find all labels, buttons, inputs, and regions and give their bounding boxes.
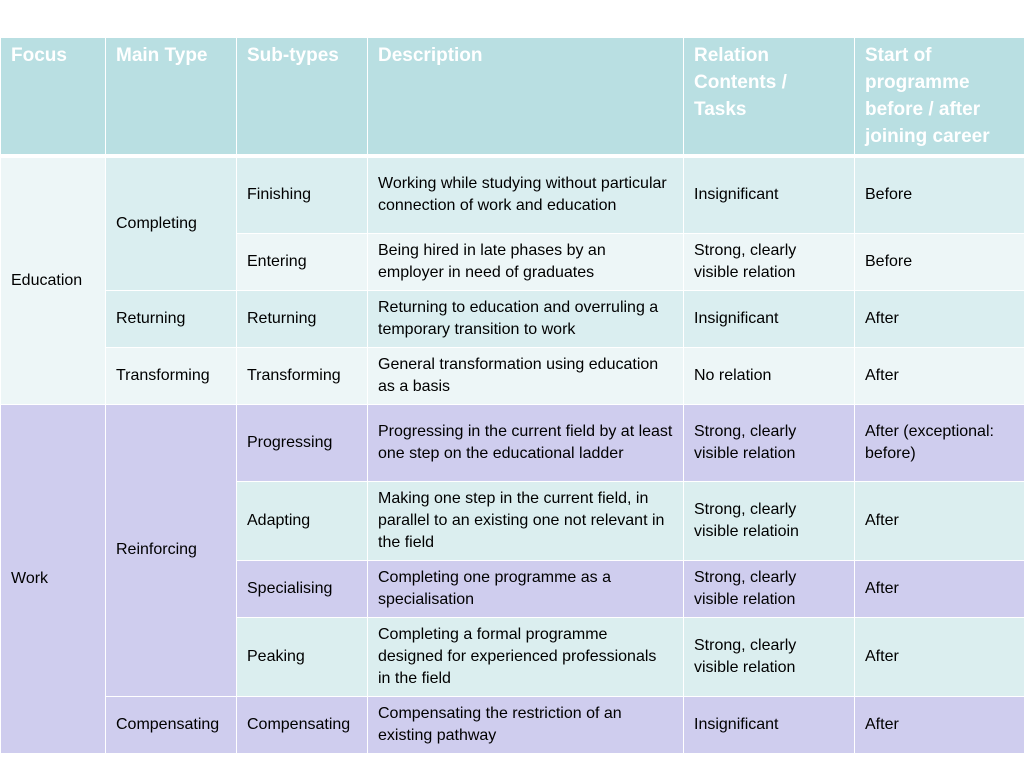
- header-start: Start of programme before / after joinin…: [854, 37, 1024, 158]
- sub-type-cell: Specialising: [236, 559, 368, 618]
- relation-cell: Insignificant: [683, 695, 855, 754]
- start-cell: After (exceptional: before): [854, 403, 1024, 482]
- start-cell: After: [854, 695, 1024, 754]
- relation-cell: Strong, clearly visible relatioin: [683, 480, 855, 561]
- start-cell: Before: [854, 232, 1024, 291]
- relation-cell: No relation: [683, 346, 855, 405]
- table-row: Compensating Compensating Compensating t…: [1, 695, 1024, 754]
- description-cell: Completing a formal programme designed f…: [367, 616, 684, 697]
- header-description: Description: [367, 37, 684, 158]
- table-row: Work Reinforcing Progressing Progressing…: [0, 403, 1024, 754]
- header-sub-types: Sub-types: [236, 37, 368, 158]
- start-cell: After: [854, 346, 1024, 405]
- main-type-cell: Compensating: [105, 695, 237, 754]
- sub-type-cell: Progressing: [236, 403, 368, 482]
- focus-cell: Education: [0, 155, 106, 405]
- relation-cell: Strong, clearly visible relation: [683, 232, 855, 291]
- relation-cell: Strong, clearly visible relation: [683, 559, 855, 618]
- relation-cell: Insignificant: [683, 155, 855, 234]
- description-cell: Returning to education and overruling a …: [367, 289, 684, 348]
- description-cell: Progressing in the current field by at l…: [367, 403, 684, 482]
- table-row: Returning Returning Returning to educati…: [1, 289, 1024, 348]
- sub-type-cell: Peaking: [236, 616, 368, 697]
- sub-type-cell: Transforming: [236, 346, 368, 405]
- description-cell: General transformation using education a…: [367, 346, 684, 405]
- relation-cell: Insignificant: [683, 289, 855, 348]
- typology-table: Focus Main Type Sub-types Description Re…: [0, 37, 1024, 754]
- description-cell: Completing one programme as a specialisa…: [367, 559, 684, 618]
- main-type-cell: Reinforcing: [105, 403, 237, 697]
- table-row: Entering Being hired in late phases by a…: [1, 232, 1024, 291]
- description-cell: Making one step in the current field, in…: [367, 480, 684, 561]
- description-cell: Working while studying without particula…: [367, 155, 684, 234]
- sub-type-cell: Finishing: [236, 155, 368, 234]
- header-row: Focus Main Type Sub-types Description Re…: [0, 37, 1024, 158]
- description-cell: Compensating the restriction of an exist…: [367, 695, 684, 754]
- sub-type-cell: Returning: [236, 289, 368, 348]
- header-relation: Relation Contents / Tasks: [683, 37, 855, 158]
- table-row: Specialising Completing one programme as…: [1, 559, 1024, 618]
- header-focus: Focus: [0, 37, 106, 158]
- start-cell: After: [854, 480, 1024, 561]
- table-row: Peaking Completing a formal programme de…: [1, 616, 1024, 697]
- start-cell: Before: [854, 155, 1024, 234]
- relation-cell: Strong, clearly visible relation: [683, 616, 855, 697]
- table-row: Transforming Transforming General transf…: [1, 346, 1024, 405]
- relation-cell: Strong, clearly visible relation: [683, 403, 855, 482]
- description-cell: Being hired in late phases by an employe…: [367, 232, 684, 291]
- start-cell: After: [854, 559, 1024, 618]
- main-type-cell: Completing: [105, 155, 237, 291]
- header-main-type: Main Type: [105, 37, 237, 158]
- start-cell: After: [854, 289, 1024, 348]
- start-cell: After: [854, 616, 1024, 697]
- sub-type-cell: Compensating: [236, 695, 368, 754]
- table-row: Adapting Making one step in the current …: [1, 480, 1024, 561]
- sub-type-cell: Entering: [236, 232, 368, 291]
- focus-cell: Work: [0, 403, 106, 754]
- table-row: Education Completing Finishing Working w…: [0, 155, 1024, 405]
- main-type-cell: Transforming: [105, 346, 237, 405]
- sub-type-cell: Adapting: [236, 480, 368, 561]
- main-type-cell: Returning: [105, 289, 237, 348]
